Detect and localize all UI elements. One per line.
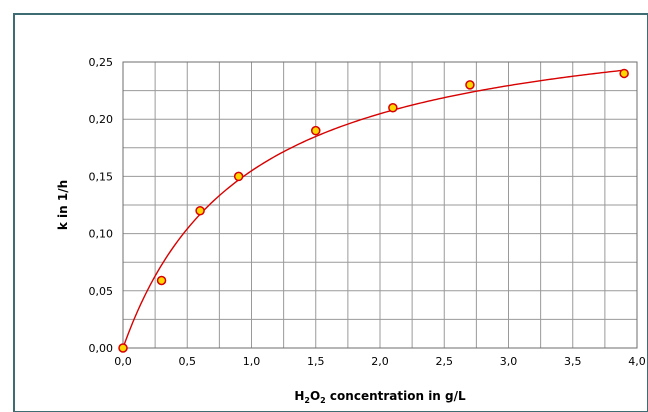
y-tick-label: 0,00: [89, 342, 114, 355]
x-tick-label: 3,0: [500, 355, 518, 368]
x-tick-label: 2,0: [371, 355, 389, 368]
data-points: [118, 68, 629, 353]
x-tick-label: 0,5: [179, 355, 197, 368]
data-point: [311, 125, 321, 136]
y-tick-label: 0,15: [89, 170, 114, 183]
x-tick-label: 4,0: [628, 355, 646, 368]
data-point: [465, 80, 475, 90]
x-tick-label: 0,0: [114, 355, 132, 368]
y-tick-label: 0,20: [89, 113, 114, 126]
x-tick-label: 3,5: [564, 355, 582, 368]
x-tick-labels: 0,0 0,5 1,0 1,5 2,0 2,5 3,0 3,5 4,0: [114, 355, 646, 368]
grid-layer: [123, 62, 637, 348]
y-tick-labels: 0,00 0,05 0,10 0,15 0,20 0,25: [89, 56, 114, 355]
plot-border: [122, 61, 638, 349]
x-tick-label: 2,5: [436, 355, 454, 368]
data-point: [156, 275, 167, 286]
data-point: [118, 343, 128, 353]
x-tick-label: 1,5: [307, 355, 325, 368]
y-axis-label: k in 1/h: [56, 180, 70, 230]
data-point: [233, 171, 244, 182]
data-point: [195, 205, 205, 216]
x-axis-label: H2O2 concentration in g/L: [294, 389, 466, 405]
data-point: [388, 103, 398, 113]
x-tick-label: 1,0: [243, 355, 261, 368]
y-tick-label: 0,05: [89, 285, 114, 298]
y-tick-label: 0,10: [89, 228, 114, 241]
data-point: [619, 68, 629, 79]
y-tick-label: 0,25: [89, 56, 114, 69]
fit-curve: [122, 69, 625, 349]
